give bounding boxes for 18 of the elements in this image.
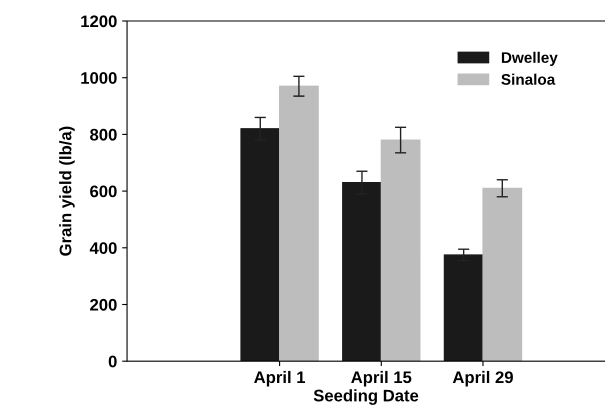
x-axis-title: Seeding Date [314, 389, 418, 405]
y-tick-label: 400 [90, 242, 117, 254]
y-tick-label: 800 [90, 128, 117, 141]
bar [482, 188, 522, 362]
x-tick-label: April 29 [452, 370, 513, 386]
legend-label: Sinaloa [501, 74, 556, 85]
y-tick-label: 200 [90, 298, 117, 311]
x-tick-label: April 15 [351, 370, 412, 386]
legend-label: Dwelley [502, 52, 558, 66]
bar [444, 254, 484, 362]
y-tick-label: 1000 [81, 72, 117, 84]
bar [380, 140, 420, 362]
x-tick-label: April 1 [254, 370, 306, 386]
bar [279, 86, 319, 362]
y-tick-label: 600 [90, 186, 117, 198]
y-tick-label: 1200 [81, 15, 117, 28]
y-tick-label: 0 [108, 356, 117, 368]
y-axis-title: Grain yield (lb/a) [59, 126, 75, 256]
